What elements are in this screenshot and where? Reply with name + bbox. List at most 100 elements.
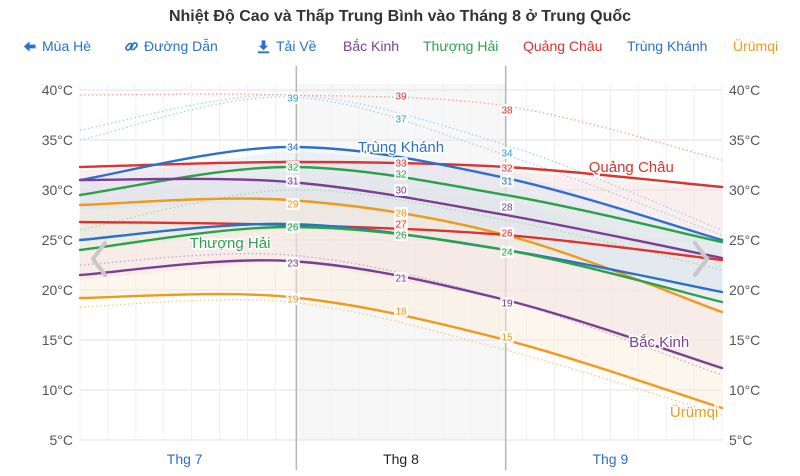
x-month-label: Thg 8 [383, 451, 419, 467]
point-label: 30 [395, 186, 407, 197]
grid [79, 66, 723, 470]
download-icon [256, 39, 271, 54]
record-line [79, 96, 723, 236]
y-tick-label-right: 30°C [729, 182, 760, 198]
point-labels: 3934323129262319393733323028272621183834… [285, 90, 515, 344]
chevron-left-icon[interactable] [88, 240, 110, 278]
y-tick-label-left: 25°C [42, 232, 73, 248]
point-label-bg [285, 141, 300, 153]
arrow-left-icon [22, 39, 37, 54]
legend-shanghai[interactable]: Thượng Hải [423, 38, 499, 54]
line-label: Trùng Khánh [358, 139, 444, 156]
point-label: 34 [287, 143, 299, 154]
y-tick-label-right: 35°C [729, 132, 760, 148]
point-label-bg [500, 147, 515, 159]
line-label: Thượng Hải [190, 235, 271, 252]
y-tick-label-right: 25°C [729, 232, 760, 248]
point-label: 28 [502, 203, 514, 214]
point-label: 29 [287, 200, 299, 211]
line-label: Quảng Châu [589, 159, 674, 176]
record-line [79, 94, 723, 231]
point-label: 33 [395, 159, 407, 170]
y-tick-label-right: 5°C [729, 432, 753, 448]
point-label: 32 [287, 163, 299, 174]
download-button[interactable]: Tải Về [256, 38, 316, 54]
point-label-bg [394, 218, 408, 230]
record-line [79, 252, 723, 376]
summer-label: Mùa Hè [42, 38, 92, 54]
point-label-bg [394, 113, 408, 125]
point-label-bg [285, 293, 300, 305]
point-label: 19 [287, 295, 299, 306]
point-label: 23 [287, 259, 299, 270]
point-label-bg [500, 331, 515, 343]
download-label: Tải Về [276, 38, 317, 54]
summer-button[interactable]: Mùa Hè [22, 38, 91, 54]
point-label: 26 [502, 229, 514, 240]
toolbar: Mùa Hè Đường Dẫn Tải Về Bắc Kinh Thượng … [0, 38, 800, 58]
link-button[interactable]: Đường Dẫn [124, 38, 218, 54]
link-icon [124, 39, 139, 54]
point-label: 27 [395, 220, 407, 231]
point-label: 18 [395, 307, 407, 318]
point-label-bg [500, 162, 515, 174]
point-label-bg [394, 229, 408, 241]
point-label: 34 [502, 149, 514, 160]
legend-chongqing[interactable]: Trùng Khánh [627, 38, 708, 54]
point-label-bg [285, 175, 300, 187]
y-tick-label-right: 10°C [729, 382, 760, 398]
point-label-bg [500, 246, 515, 258]
chart-title: Nhiệt Độ Cao và Thấp Trung Bình vào Thán… [168, 8, 632, 25]
y-tick-label-right: 40°C [729, 82, 760, 98]
point-label-bg [285, 221, 300, 233]
chevron-right-icon[interactable] [690, 240, 712, 278]
point-label-bg [394, 272, 408, 284]
y-tick-label-right: 20°C [729, 282, 760, 298]
y-tick-label-left: 40°C [42, 82, 73, 98]
point-label-bg [500, 201, 515, 213]
line-label: Ürümqi [670, 403, 718, 421]
line-labels: Trùng Khánh Quảng Châu Thượng Hải Bắc Kinh Ü… [188, 138, 720, 423]
point-label-bg [394, 90, 408, 102]
point-label: 26 [395, 231, 407, 242]
point-label-bg [394, 207, 408, 219]
x-month-label: Thg 9 [592, 451, 628, 467]
x-month-label: Thg 7 [167, 451, 203, 467]
point-label-bg [500, 104, 515, 116]
point-label: 31 [502, 177, 514, 188]
y-tick-label-right: 15°C [729, 332, 760, 348]
legend-beijing[interactable]: Bắc Kinh [343, 38, 400, 54]
record-line [79, 189, 723, 271]
point-label-bg [285, 92, 300, 104]
point-label: 24 [502, 248, 514, 259]
point-label: 19 [502, 299, 514, 310]
point-label: 21 [395, 274, 407, 285]
point-label: 26 [287, 223, 299, 234]
point-label: 32 [395, 170, 407, 181]
point-label-bg [394, 184, 408, 196]
y-tick-label-left: 20°C [42, 282, 73, 298]
y-tick-label-left: 5°C [50, 432, 74, 448]
point-label-bg [285, 198, 300, 210]
point-label: 32 [502, 164, 514, 175]
axes: 5°C 5°C 10°C 10°C 15°C 15°C 20°C 20°C 25°C 25°C 30… [42, 82, 761, 467]
y-tick-label-left: 10°C [42, 382, 73, 398]
y-tick-label-left: 30°C [42, 182, 73, 198]
legend-urumqi[interactable]: Ürümqi [733, 38, 779, 54]
point-label: 15 [502, 333, 514, 344]
point-label: 31 [287, 177, 299, 188]
y-tick-label-left: 15°C [42, 332, 73, 348]
point-label-bg [394, 157, 408, 169]
y-tick-label-left: 35°C [42, 132, 73, 148]
point-label-bg [394, 305, 408, 317]
point-label-bg [500, 227, 515, 239]
point-label: 28 [395, 209, 407, 220]
point-label-bg [394, 168, 408, 180]
point-label-bg [285, 161, 300, 173]
line-label: Bắc Kinh [629, 334, 689, 351]
point-label: 39 [287, 94, 299, 105]
legend-guangzhou[interactable]: Quảng Châu [523, 38, 603, 54]
point-label-bg [285, 257, 300, 269]
link-label: Đường Dẫn [144, 38, 218, 54]
